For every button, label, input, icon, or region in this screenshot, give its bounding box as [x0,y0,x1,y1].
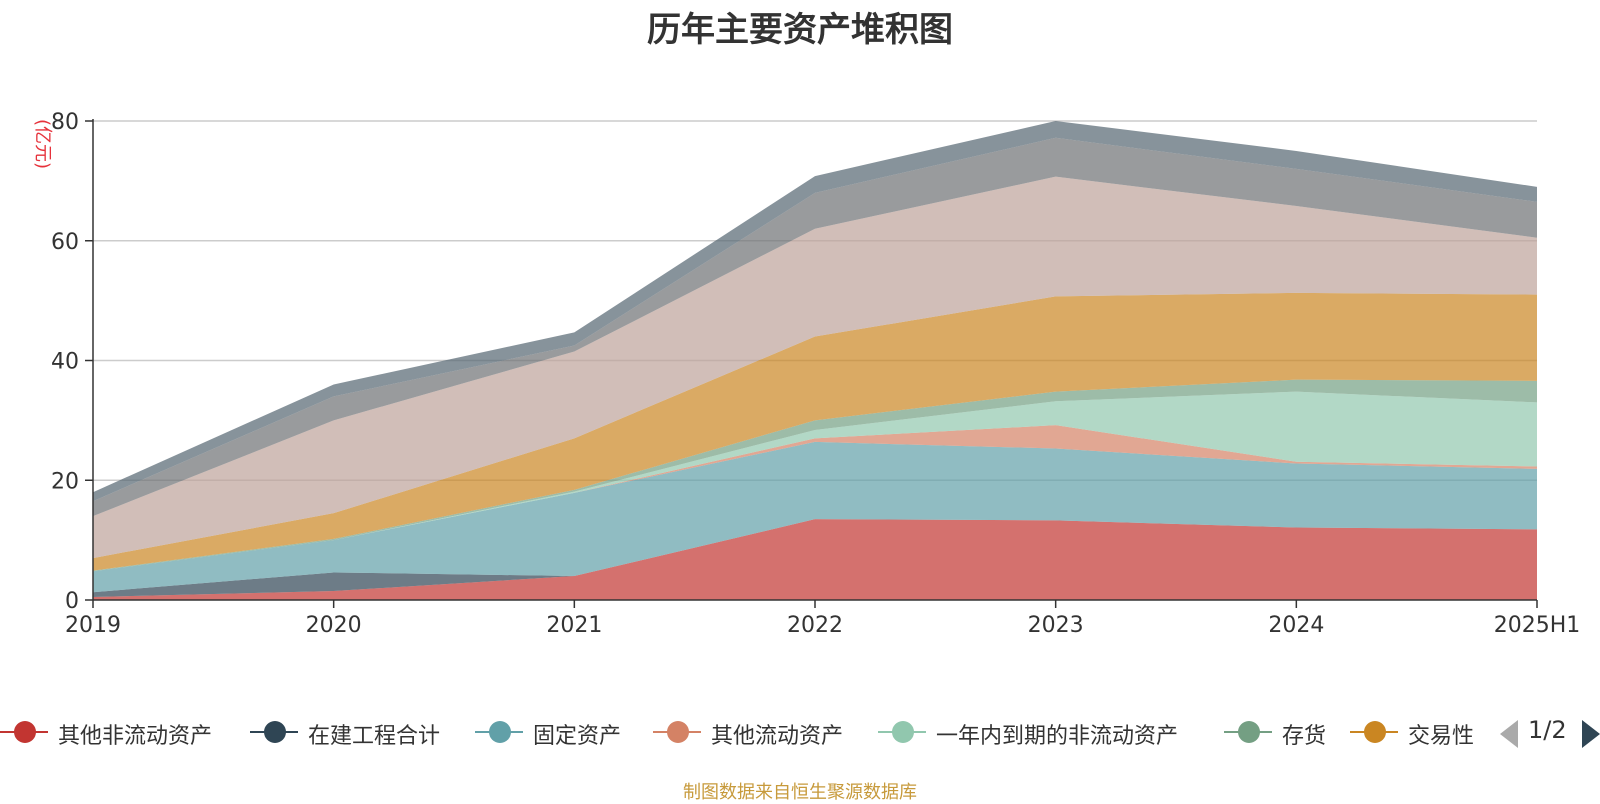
y-axis-label: (亿元) [32,119,53,169]
x-tick-label: 2025H1 [1494,613,1581,638]
area-series [93,121,1537,600]
legend-dot-icon [667,721,689,743]
legend-dot-icon [892,721,914,743]
area-series-1 [93,519,1537,600]
x-tick-label: 2022 [787,613,843,638]
area-series-2 [93,519,1537,598]
data-source-note: 制图数据来自恒生聚源数据库 [683,782,917,803]
chart-legend: 其他非流动资产 在建工程合计 固定资产 其他流动资产 一年内到期的非流动资产 存货 交易性 [0,712,1600,752]
legend-label: 存货 [1282,724,1327,749]
area-series-8 [93,176,1537,559]
legend-prev-arrow-icon[interactable] [1500,720,1518,748]
x-tick-label: 2023 [1028,613,1084,638]
legend-dot-icon [489,721,511,743]
legend-label: 其他流动资产 [711,724,844,749]
legend-label: 一年内到期的非流动资产 [936,724,1179,749]
legend-label: 其他非流动资产 [58,724,213,749]
legend-label: 交易性 [1408,724,1475,749]
legend-page-indicator: 1/2 [1528,716,1567,744]
x-tick-label: 2024 [1268,613,1324,638]
y-tick-label: 40 [51,350,79,375]
x-tick-labels: 2019 2020 2021 2022 2023 2024 2025H1 [65,613,1580,638]
y-tick-label: 0 [65,589,79,614]
legend-label: 固定资产 [533,724,622,749]
area-series-5 [93,391,1537,572]
area-series-6 [93,379,1537,572]
legend-dot-icon [264,721,286,743]
chart-title: 历年主要资产堆积图 [647,10,953,50]
area-series-9 [93,137,1537,517]
area-series-3 [93,441,1537,593]
legend-dot-icon [1364,721,1386,743]
area-series-7 [93,292,1537,571]
y-tick-label: 20 [51,469,79,494]
y-tick-label: 80 [51,110,79,135]
axes [85,119,1538,608]
legend-dot-icon [14,721,36,743]
legend-label: 在建工程合计 [308,724,441,749]
legend-dot-icon [1238,721,1260,743]
y-tick-labels: 0 20 40 60 80 [51,110,79,614]
legend-next-arrow-icon[interactable] [1582,720,1600,748]
y-tick-label: 60 [51,230,79,255]
x-tick-label: 2021 [546,613,602,638]
x-tick-label: 2019 [65,613,121,638]
x-tick-label: 2020 [306,613,362,638]
